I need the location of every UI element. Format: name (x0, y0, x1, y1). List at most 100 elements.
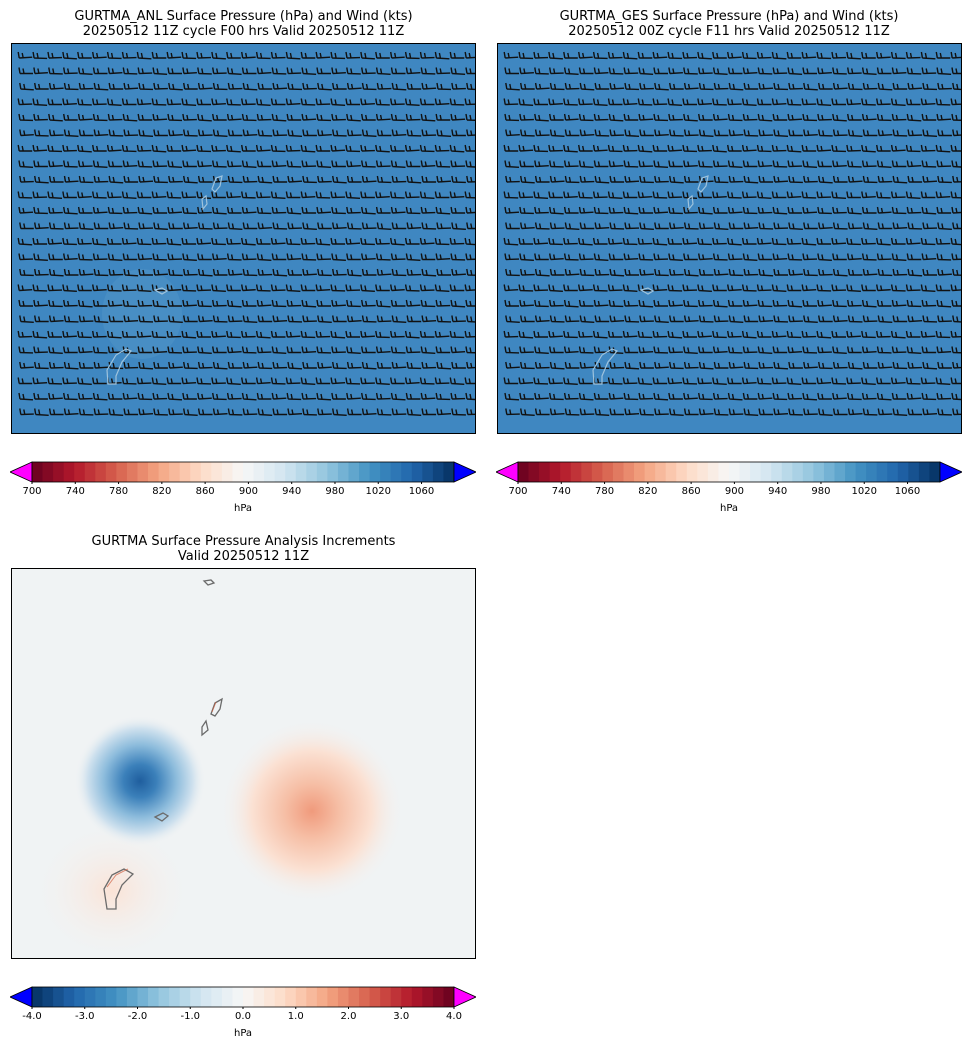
colorbar-segment (887, 462, 899, 482)
wind-barb (952, 82, 961, 91)
wind-barb (197, 160, 212, 168)
wind-barb (197, 361, 213, 369)
wind-barb (773, 82, 789, 91)
wind-barb (242, 175, 258, 183)
wind-barb (683, 129, 699, 137)
wind-barb (758, 129, 774, 137)
wind-barb (638, 113, 654, 121)
wind-barb (330, 144, 346, 152)
wind-barb (803, 361, 818, 369)
wind-barb (360, 51, 375, 60)
wind-barb (697, 237, 712, 246)
wind-barb (257, 82, 273, 90)
increment-map (11, 568, 476, 959)
colorbar-segment (306, 462, 318, 482)
wind-barb (153, 175, 168, 184)
colorbar-tick-label: 900 (238, 486, 258, 497)
wind-barb (921, 67, 937, 75)
wind-barb (435, 346, 451, 354)
wind-barb (346, 315, 362, 323)
colorbar-tick-label: 740 (551, 486, 571, 497)
colorbar-segment (750, 462, 762, 482)
wind-barb (166, 377, 182, 385)
colorbar-segment (211, 462, 223, 482)
wind-barb (772, 206, 788, 215)
wind-barb (331, 113, 346, 121)
wind-barb (907, 82, 923, 90)
colorbar-segment (591, 462, 603, 482)
wind-barb (713, 408, 729, 416)
wind-barb (436, 361, 452, 370)
wind-barb (121, 330, 137, 338)
wind-barb (907, 222, 923, 230)
wind-barb (638, 299, 654, 308)
wind-barb (301, 392, 317, 400)
wind-barb (108, 222, 124, 230)
wind-barb (801, 98, 817, 106)
colorbar-segment (42, 987, 54, 1007)
wind-barb (33, 346, 48, 354)
wind-barb (533, 284, 549, 292)
wind-barb (534, 67, 549, 75)
wind-barb (920, 51, 936, 60)
wind-barb (520, 268, 535, 276)
wind-barb (892, 82, 908, 90)
wind-barb (877, 268, 893, 277)
wind-barb (346, 113, 361, 122)
wind-barb (548, 330, 563, 338)
wind-barb (286, 67, 302, 75)
colorbar-segment (327, 987, 339, 1007)
colorbar-tick-label: 3.0 (393, 1011, 410, 1022)
wind-barb (32, 237, 48, 245)
wind-barb (317, 408, 332, 416)
wind-barb (728, 315, 744, 323)
wind-barb (18, 392, 34, 401)
wind-barb (434, 98, 450, 106)
wind-barb (623, 346, 639, 354)
wind-barb (137, 346, 153, 354)
wind-barb (936, 299, 952, 308)
wind-barb (317, 268, 332, 277)
colorbar-segment (53, 462, 65, 482)
wind-barb (817, 392, 832, 400)
wind-barb (771, 98, 787, 106)
wind-barb (578, 377, 593, 385)
wind-barb (286, 392, 302, 401)
colorbar-over-extend (939, 461, 963, 483)
wind-barb (78, 129, 94, 137)
colorbar-tick-label: -4.0 (22, 1011, 42, 1022)
wind-barb (549, 346, 564, 354)
wind-barb (330, 330, 346, 339)
wind-barb (653, 206, 669, 214)
wind-barb (905, 330, 921, 338)
wind-barb (936, 160, 952, 168)
wind-barb (138, 129, 154, 137)
wind-barb (19, 82, 34, 91)
wind-barb (181, 377, 197, 385)
wind-barb (316, 67, 331, 75)
wind-barb (951, 346, 961, 354)
wind-barb (183, 129, 198, 137)
wind-barb (861, 253, 877, 261)
wind-barb (861, 392, 877, 400)
wind-barb (77, 51, 92, 59)
wind-barb (285, 377, 301, 385)
wind-barb (624, 222, 640, 230)
wind-barb (907, 129, 923, 137)
wind-barb (255, 51, 271, 60)
wind-barb (832, 113, 847, 122)
wind-barb (390, 299, 406, 307)
wind-barb (519, 160, 534, 168)
wind-barb (578, 206, 594, 214)
wind-barb (801, 191, 817, 199)
wind-barb (197, 67, 212, 75)
wind-barb (376, 222, 392, 230)
wind-barb (241, 253, 257, 261)
wind-barb (861, 67, 877, 75)
colorbar-tick-label: 1060 (408, 486, 435, 497)
wind-barb (713, 82, 729, 90)
wind-barb (742, 299, 758, 307)
wind-barb (316, 346, 332, 354)
wind-barb (891, 67, 907, 75)
pressure-colorbar-2-label: hPa (719, 503, 739, 514)
